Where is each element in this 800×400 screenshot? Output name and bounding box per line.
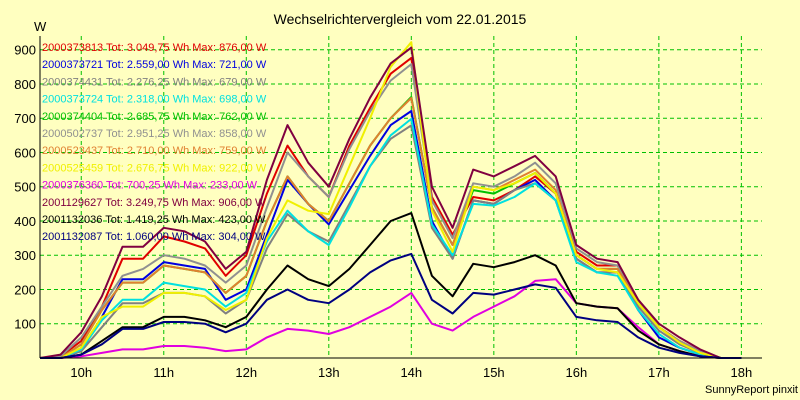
- y-tick-label: 800: [14, 77, 36, 92]
- y-axis-label: W: [34, 19, 47, 34]
- legend-entry-2000374431: 2000374431 Tot: 2.276,25 Wh Max: 679,00 …: [42, 76, 267, 88]
- series-line-2000525459: [40, 41, 742, 359]
- legend-entry-2000523437: 2000523437 Tot: 2.710,00 Wh Max: 759,00 …: [42, 145, 267, 157]
- legend-entry-2001132036: 2001132036 Tot: 1.419,25 Wh Max: 423,00 …: [42, 214, 266, 226]
- chart-title: Wechselrichtervergleich vom 22.01.2015: [274, 11, 527, 27]
- series-line-2000523437: [40, 97, 742, 359]
- y-tick-label: 100: [14, 317, 36, 332]
- legend-entry-2001132087: 2001132087 Tot: 1.060,00 Wh Max: 304,00 …: [42, 231, 266, 243]
- y-tick-label: 200: [14, 282, 36, 297]
- y-tick-label: 300: [14, 248, 36, 263]
- x-tick-label: 16h: [565, 365, 587, 380]
- legend-entry-2000374404: 2000374404 Tot: 2.685,75 Wh Max: 762,00 …: [42, 111, 267, 123]
- legend-entry-2000376360: 2000376360 Tot: 700,25 Wh Max: 233,00 W: [42, 180, 258, 192]
- legend-entry-2000502737: 2000502737 Tot: 2.951,25 Wh Max: 858,00 …: [42, 128, 267, 140]
- x-tick-label: 15h: [483, 365, 505, 380]
- x-tick-label: 14h: [400, 365, 422, 380]
- footer-text: SunnyReport pinxit: [705, 384, 798, 396]
- series-line-2000502737: [39, 63, 742, 359]
- axes: [39, 36, 762, 359]
- y-tick-label: 500: [14, 180, 36, 195]
- series-lines: [39, 41, 742, 359]
- y-tick-label: 400: [14, 214, 36, 229]
- x-tick-label: 11h: [153, 365, 174, 380]
- x-tick-label: 12h: [235, 365, 257, 380]
- x-tick-label: 10h: [70, 365, 92, 380]
- series-line-2001129627: [39, 46, 742, 359]
- legend-entry-2000373724: 2000373724 Tot: 2.318,00 Wh Max: 698,00 …: [42, 94, 267, 106]
- legend-entry-2000373721: 2000373721 Tot: 2.559,00 Wh Max: 721,00 …: [42, 59, 267, 71]
- x-tick-label: 18h: [731, 365, 753, 380]
- y-tick-label: 900: [14, 43, 36, 58]
- tick-labels: 100 200 300 400 500 600 700 800 900 10h 11h 12h 13h 1…: [14, 43, 752, 380]
- legend-entry-2001129627: 2001129627 Tot: 3.249,75 Wh Max: 906,00 …: [42, 197, 266, 209]
- y-tick-label: 700: [14, 111, 36, 126]
- legend: 2000373813 Tot: 3.049,75 Wh Max: 876,00 …: [42, 42, 267, 243]
- x-tick-label: 13h: [318, 365, 340, 380]
- x-tick-label: 17h: [648, 365, 670, 380]
- series-line-2000373724: [40, 117, 742, 359]
- legend-entry-2000525459: 2000525459 Tot: 2.676,75 Wh Max: 922,00 …: [42, 162, 267, 174]
- series-line-2001132036: [40, 212, 742, 359]
- series-line-2001132087: [40, 252, 742, 359]
- y-tick-label: 600: [14, 145, 36, 160]
- legend-entry-2000373813: 2000373813 Tot: 3.049,75 Wh Max: 876,00 …: [42, 42, 267, 54]
